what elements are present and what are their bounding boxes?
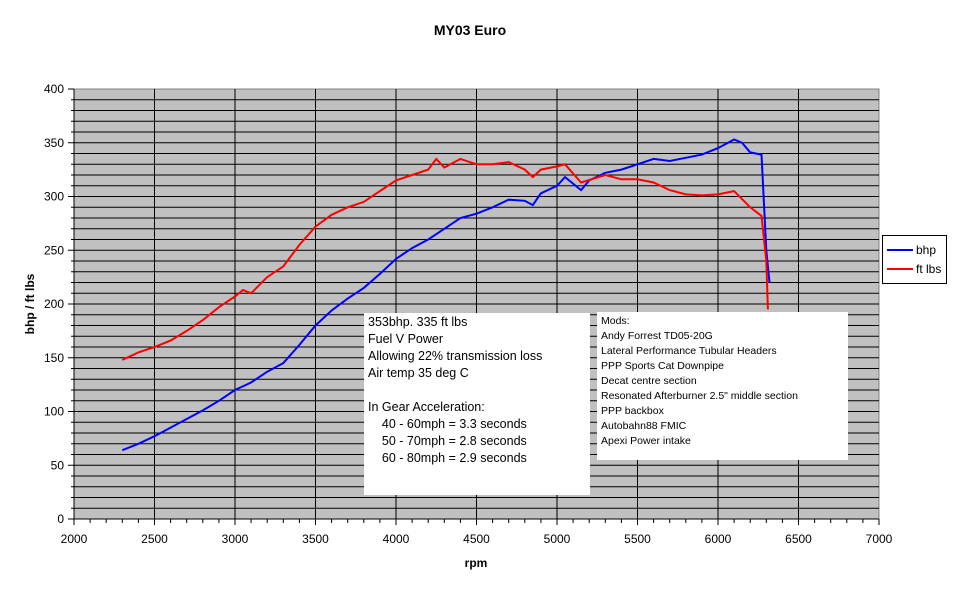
note-line: Resonated Afterburner 2.5" middle sectio… — [601, 390, 798, 402]
y-tick-label: 350 — [44, 136, 64, 150]
mods-textbox: Mods: Andy Forrest TD05-20G Lateral Perfor… — [597, 312, 848, 460]
note-line: 50 - 70mph = 2.8 seconds — [368, 434, 527, 448]
note-line: Autobahn88 FMIC — [601, 420, 687, 432]
legend-item-ft-lbs: ft lbs — [887, 261, 941, 277]
x-tick-label: 7000 — [866, 532, 893, 546]
y-tick-label: 300 — [44, 190, 64, 204]
note-line: PPP backbox — [601, 405, 664, 417]
legend: bhp ft lbs — [882, 235, 947, 284]
note-line: 60 - 80mph = 2.9 seconds — [368, 451, 527, 465]
note-line — [368, 382, 590, 399]
note-line: 40 - 60mph = 3.3 seconds — [368, 417, 527, 431]
legend-label: ft lbs — [916, 262, 942, 276]
note-line: Allowing 22% transmission loss — [368, 349, 543, 363]
x-tick-label: 6000 — [705, 532, 732, 546]
y-tick-label: 0 — [57, 512, 64, 526]
x-tick-label: 2000 — [61, 532, 88, 546]
x-tick-label: 2500 — [141, 532, 168, 546]
legend-swatch-ft-lbs — [887, 268, 913, 270]
specs-textbox: 353bhp. 335 ft lbs Fuel V Power Allowing 2… — [364, 313, 590, 495]
y-tick-label: 400 — [44, 82, 64, 96]
x-tick-label: 5000 — [544, 532, 571, 546]
legend-swatch-bhp — [887, 249, 913, 251]
y-tick-label: 200 — [44, 297, 64, 311]
note-line: Apexi Power intake — [601, 435, 691, 447]
y-tick-label: 250 — [44, 243, 64, 257]
series-line-ft-lbs — [121, 157, 769, 361]
chart-title: MY03 Euro — [434, 22, 506, 38]
x-axis-label: rpm — [465, 556, 488, 570]
x-tick-label: 4000 — [383, 532, 410, 546]
x-tick-label: 6500 — [785, 532, 812, 546]
note-line: PPP Sports Cat Downpipe — [601, 360, 724, 372]
note-line: Mods: — [601, 315, 630, 327]
x-tick-label: 3000 — [222, 532, 249, 546]
note-line: Fuel V Power — [368, 332, 444, 346]
y-axis-label: bhp / ft lbs — [23, 273, 37, 334]
note-line: Andy Forrest TD05-20G — [601, 330, 713, 342]
series-line-bhp — [121, 138, 771, 452]
x-tick-label: 4500 — [463, 532, 490, 546]
note-line: Lateral Performance Tubular Headers — [601, 345, 777, 357]
note-line: 353bhp. 335 ft lbs — [368, 315, 468, 329]
y-tick-label: 100 — [44, 405, 64, 419]
note-line: In Gear Acceleration: — [368, 400, 485, 414]
legend-item-bhp: bhp — [887, 242, 936, 258]
note-line: Decat centre section — [601, 375, 697, 387]
x-tick-label: 5500 — [624, 532, 651, 546]
x-tick-label: 3500 — [302, 532, 329, 546]
y-tick-label: 50 — [51, 458, 65, 472]
legend-label: bhp — [916, 243, 937, 257]
note-line: Air temp 35 deg C — [368, 366, 469, 380]
y-tick-label: 150 — [44, 351, 64, 365]
